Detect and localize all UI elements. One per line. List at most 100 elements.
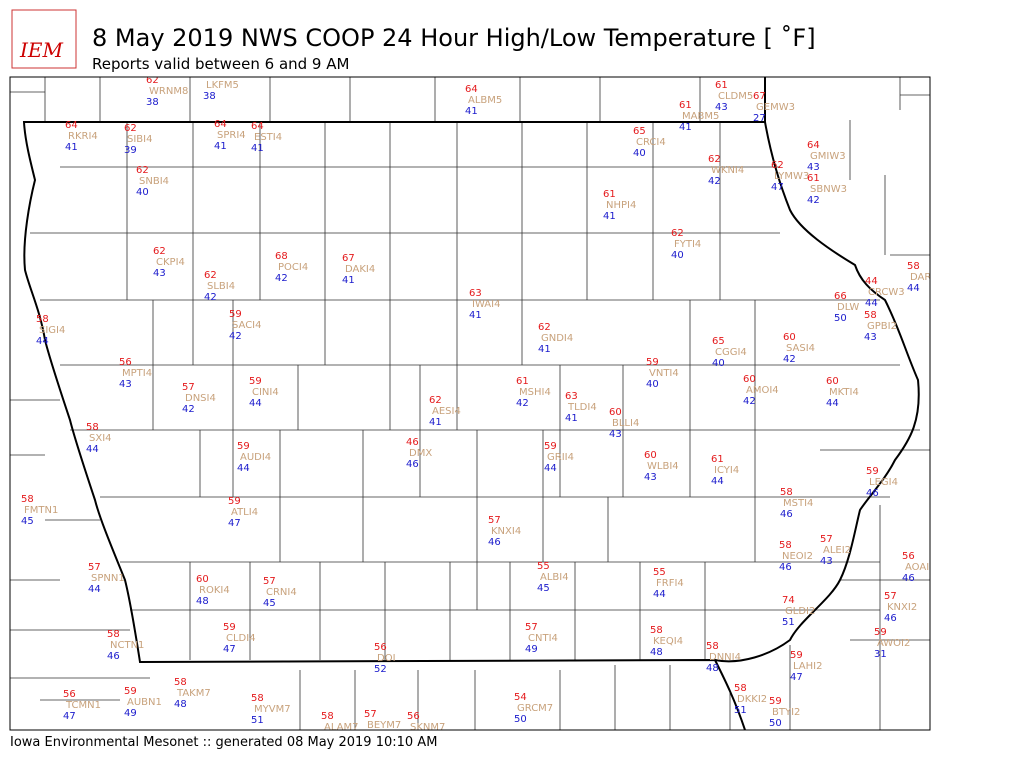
station-name: CGGI4 [715, 347, 747, 358]
station-name: MPTI4 [122, 368, 152, 379]
station-high: 57 [820, 534, 833, 545]
station-high: 62 [771, 160, 784, 171]
state-boundary [22, 121, 920, 664]
station-low: 51 [251, 715, 264, 726]
station-name: ALAM7 [324, 722, 358, 733]
station-name: AMOI4 [746, 385, 779, 396]
logo-frame [11, 9, 77, 69]
station-name: BEYM7 [367, 720, 401, 731]
station-low: 50 [514, 714, 527, 725]
station-high: 68 [275, 251, 288, 262]
station-name: POCI4 [278, 262, 308, 273]
station-low: 46 [488, 537, 501, 548]
station-low: 46 [406, 459, 419, 470]
station-name: SXI4 [89, 433, 112, 444]
station-low: 42 [516, 398, 529, 409]
station-name: SPRI4 [217, 130, 246, 141]
station-high: 59 [646, 357, 659, 368]
footer: Iowa Environmental Mesonet :: generated … [10, 735, 437, 750]
station-high: 61 [516, 376, 529, 387]
station-low: 41 [65, 142, 78, 153]
station-name: DLW [837, 302, 859, 313]
station-high: 62 [204, 270, 217, 281]
station-low: 40 [633, 148, 646, 159]
station-name: KEQI4 [653, 636, 683, 647]
station-low: 52 [374, 664, 387, 675]
station-high: 62 [538, 322, 551, 333]
station-low: 46 [884, 613, 897, 624]
station-low: 48 [650, 647, 663, 658]
station-high: 60 [743, 374, 756, 385]
station-low: 44 [907, 283, 920, 294]
station-low: 41 [679, 122, 692, 133]
station-low: 45 [21, 516, 34, 527]
station-high: 74 [782, 595, 795, 606]
station-name: ALBI4 [540, 572, 569, 583]
station-high: 54 [514, 692, 527, 703]
station-high: 59 [237, 441, 250, 452]
station-name: DMX [409, 448, 432, 459]
station-high: 59 [124, 686, 137, 697]
station-low: 44 [36, 336, 49, 347]
station-high: 57 [364, 709, 377, 720]
station-low: 41 [465, 106, 478, 117]
station-low: 44 [826, 398, 839, 409]
station-name: MSTI4 [783, 498, 813, 509]
station-high: 66 [834, 291, 847, 302]
station-low: 42 [807, 195, 820, 206]
station-high: 61 [711, 454, 724, 465]
station-low: 38 [146, 97, 159, 108]
station-name: WKNI4 [711, 165, 744, 176]
station-high: 58 [650, 625, 663, 636]
station-name: GRII4 [547, 452, 574, 463]
station-low: 40 [712, 358, 725, 369]
station-name: ROKI4 [199, 585, 230, 596]
station-name: LYMW3 [774, 171, 809, 182]
station-low: 42 [743, 396, 756, 407]
station-name: SACI4 [232, 320, 262, 331]
station-low: 46 [780, 509, 793, 520]
map-frame [9, 76, 931, 731]
station-low: 44 [711, 476, 724, 487]
station-low: 41 [565, 413, 578, 424]
station-name: TLDI4 [567, 402, 597, 413]
station-low: 44 [237, 463, 250, 474]
station-low: 44 [88, 584, 101, 595]
station-high: 65 [712, 336, 725, 347]
station-low: 43 [644, 472, 657, 483]
station-high: 65 [633, 126, 646, 137]
station-low: 41 [214, 141, 227, 152]
station-high: 58 [706, 641, 719, 652]
station-low: 49 [124, 708, 137, 719]
station-name: NHPI4 [606, 200, 636, 211]
station-name: AUDI4 [240, 452, 271, 463]
station-high: 57 [263, 576, 276, 587]
station-low: 38 [203, 91, 216, 102]
station-name: SKNM7 [410, 722, 445, 733]
station-low: 44 [865, 298, 878, 309]
station-low: 51 [734, 705, 747, 716]
station-high: 60 [196, 574, 209, 585]
station-name: CNTI4 [528, 633, 558, 644]
station-high: 58 [780, 487, 793, 498]
station-high: 57 [884, 591, 897, 602]
station-low: 44 [86, 444, 99, 455]
station-name: RKRI4 [68, 131, 98, 142]
station-high: 59 [769, 696, 782, 707]
title: 8 May 2019 NWS COOP 24 Hour High/Low Tem… [92, 24, 816, 52]
station-high: 56 [63, 689, 76, 700]
station-low: 44 [544, 463, 557, 474]
station-high: 64 [251, 121, 264, 132]
station-high: 67 [342, 253, 355, 264]
station-name: IWAI4 [472, 299, 500, 310]
station-name: FMTN1 [24, 505, 58, 516]
map-area: 62WRNM838LKFM53864ALBM54161CLDM54361MABM… [10, 77, 930, 733]
station-high: 62 [153, 246, 166, 257]
station-high: 59 [790, 650, 803, 661]
station-high: 58 [251, 693, 264, 704]
station-low: 45 [537, 583, 550, 594]
station-name: TCMN1 [65, 700, 101, 711]
station-name: SBNW3 [810, 184, 847, 195]
station-name: DOI [377, 653, 396, 664]
station-high: 57 [88, 562, 101, 573]
